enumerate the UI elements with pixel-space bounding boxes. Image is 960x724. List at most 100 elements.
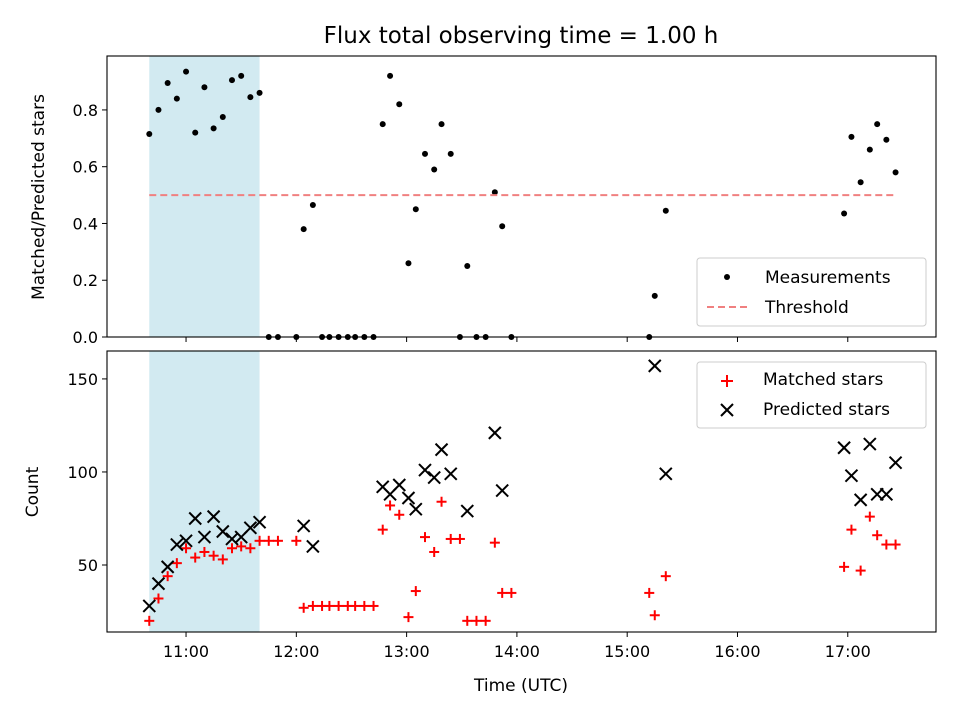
predicted-star-point (888, 455, 903, 470)
measurement-point (238, 72, 245, 79)
measurement-point (866, 146, 873, 153)
measurement-point (491, 189, 498, 196)
top-legend-box (696, 257, 927, 327)
measurement-point (219, 114, 226, 121)
predicted-star-point (488, 426, 502, 440)
matched-star-point (846, 524, 857, 535)
predicted-star-point (142, 599, 156, 613)
measurement-point (309, 202, 316, 209)
predicted-star-point (418, 463, 432, 477)
matched-star-point (298, 602, 309, 613)
predicted-star-point (306, 539, 320, 554)
predicted-star-point (252, 515, 267, 529)
measurement-point (396, 101, 403, 108)
bottom-plot-frame (106, 350, 937, 633)
bottom-y-tick-label: 150 (67, 370, 98, 389)
matched-star-point (162, 571, 173, 582)
measurement-point (841, 210, 848, 217)
predicted-star-point (206, 509, 221, 524)
matched-star-point (429, 546, 440, 557)
matched-star-point (660, 571, 671, 582)
matched-star-point (144, 615, 155, 626)
measurement-point (438, 121, 445, 128)
matched-star-point (181, 543, 192, 554)
measurement-point (201, 84, 208, 91)
matched-star-point (350, 600, 361, 611)
measurement-point (155, 106, 162, 113)
matched-star-point (333, 600, 344, 611)
measurement-point (256, 89, 263, 96)
matched-star-point (217, 554, 228, 565)
x-tick-label: 14:00 (494, 642, 540, 661)
top-y-tick-label: 0.2 (73, 271, 98, 290)
measurement-point (300, 226, 307, 233)
matched-star-point (199, 546, 210, 557)
measurement-point (421, 150, 428, 157)
measurement-point (892, 169, 899, 176)
matched-star-point (497, 587, 508, 598)
predicted-star-point (151, 576, 166, 591)
x-tick-label: 16:00 (714, 642, 760, 661)
bottom-legend: Matched stars Predicted stars (696, 361, 927, 429)
x-axis-label: Time (UTC) (473, 676, 568, 696)
x-tick-label: 11:00 (163, 642, 209, 661)
matched-star-point (153, 593, 164, 604)
x-tick-label: 15:00 (604, 642, 650, 661)
matched-star-point (881, 539, 892, 550)
predicted-star-point (460, 504, 474, 518)
predicted-star-point (648, 359, 662, 373)
predicted-star-point (243, 521, 258, 535)
matched-star-point (454, 533, 465, 544)
predicted-star-point (844, 468, 859, 483)
measurement-point (883, 136, 890, 143)
measurement-point (164, 79, 171, 86)
top-y-tick-label: 0.6 (73, 158, 98, 177)
predicted-star-point (495, 483, 509, 498)
matched-star-point (462, 615, 473, 626)
matched-star-point (649, 610, 660, 621)
measurement-point (173, 95, 180, 102)
predicted-star-point (444, 467, 458, 481)
measurement-point (431, 166, 438, 173)
matched-star-point (471, 615, 482, 626)
top-shaded-span (149, 56, 260, 337)
matched-star-point (291, 535, 302, 546)
matched-star-point (324, 600, 335, 611)
matched-star-point (208, 550, 219, 561)
matched-star-point (377, 524, 388, 535)
legend-matched-label: Matched stars (763, 370, 883, 390)
measurement-point (210, 125, 217, 132)
measurement-point (651, 292, 658, 299)
top-y-tick-label: 0.4 (73, 214, 98, 233)
matched-star-point (226, 543, 237, 554)
measurement-point (857, 179, 864, 186)
predicted-star-point (179, 534, 193, 548)
measurement-point (412, 206, 419, 213)
bottom-plot: 50 100 150 11:00 12:00 13:00 14:00 15:00 16:00 17… (23, 350, 937, 696)
measurement-point (874, 121, 881, 128)
matched-star-point (890, 539, 901, 550)
predicted-star-point (197, 530, 212, 544)
predicted-star-point (879, 487, 894, 501)
matched-star-point (394, 509, 405, 520)
predicted-star-point (427, 470, 441, 485)
matched-star-point (236, 541, 247, 552)
measurement-point (848, 133, 855, 140)
measurement-point (405, 260, 412, 267)
matched-star-point (359, 600, 370, 611)
x-tick-label: 13:00 (384, 642, 430, 661)
measurement-point (146, 131, 153, 138)
matched-star-point (480, 615, 491, 626)
bottom-shaded-span (149, 351, 260, 632)
matched-star-point (171, 558, 182, 569)
predicted-star-point (659, 467, 673, 481)
legend-predicted-marker (720, 403, 734, 417)
matched-star-point (410, 586, 421, 597)
predicted-star-point (401, 491, 416, 505)
bottom-y-tick-label: 100 (67, 463, 98, 482)
matched-star-point (644, 587, 655, 598)
bottom-y-axis-label: Count (23, 466, 43, 517)
matched-star-point (254, 535, 265, 546)
